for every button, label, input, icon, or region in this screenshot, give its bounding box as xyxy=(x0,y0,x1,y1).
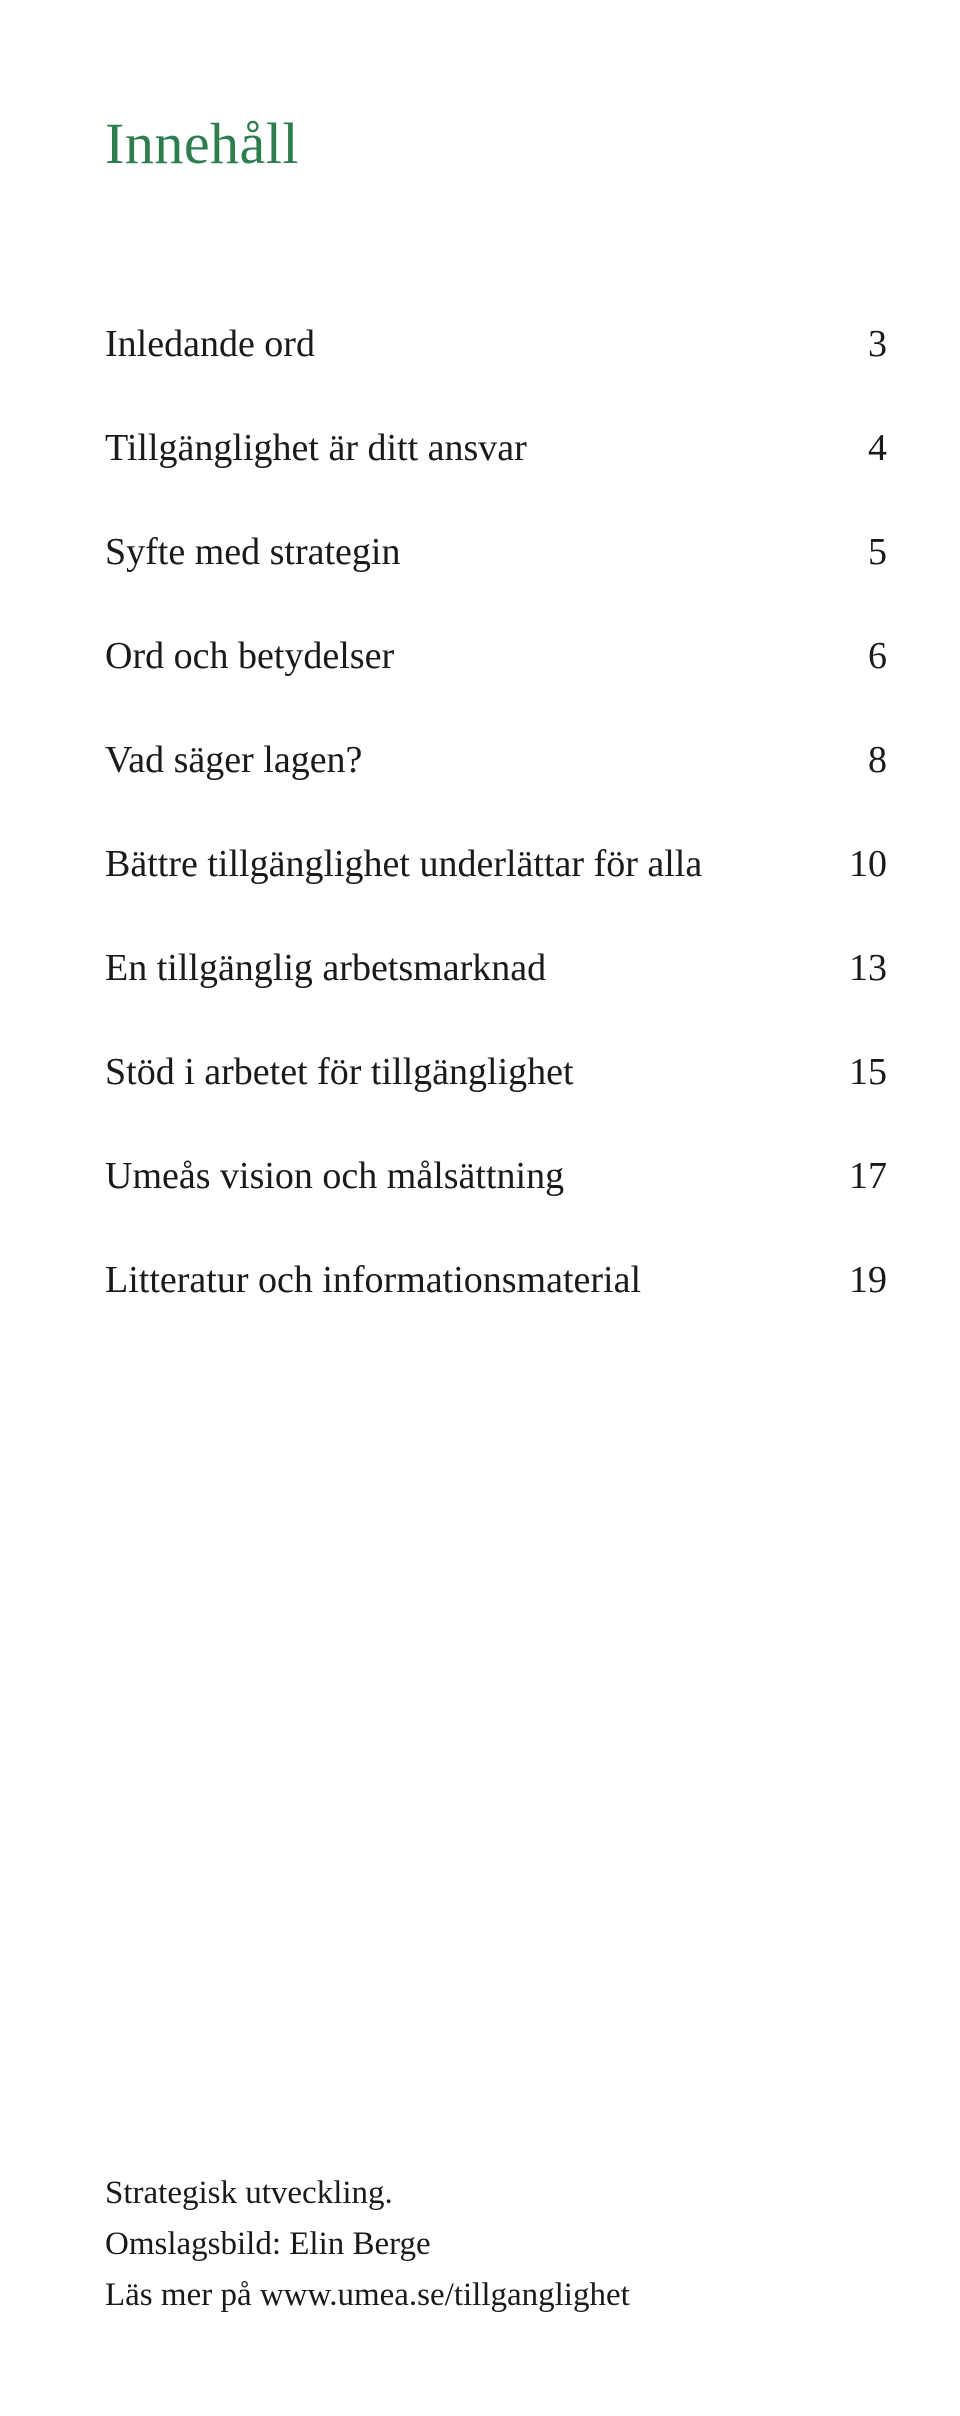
toc-row: Syfte med strategin 5 xyxy=(105,530,887,574)
toc-page-number: 3 xyxy=(817,322,887,366)
toc-row: Ord och betydelser 6 xyxy=(105,634,887,678)
toc-label: Vad säger lagen? xyxy=(105,738,817,782)
toc-row: Litteratur och informationsmaterial 19 xyxy=(105,1258,887,1302)
toc-label: Litteratur och informationsmaterial xyxy=(105,1258,817,1302)
toc-label: Inledande ord xyxy=(105,322,817,366)
toc-label: En tillgänglig arbetsmarknad xyxy=(105,946,817,990)
toc-page-number: 15 xyxy=(817,1050,887,1094)
toc-row: Bättre tillgänglighet underlättar för al… xyxy=(105,842,887,886)
toc-page-number: 8 xyxy=(817,738,887,782)
page-title: Innehåll xyxy=(105,110,890,177)
toc-row: Vad säger lagen? 8 xyxy=(105,738,887,782)
toc-label: Stöd i arbetet för tillgänglighet xyxy=(105,1050,817,1094)
toc-row: Stöd i arbetet för tillgänglighet 15 xyxy=(105,1050,887,1094)
table-of-contents: Inledande ord 3 Tillgänglighet är ditt a… xyxy=(105,322,887,1302)
footer-block: Strategisk utveckling. Omslagsbild: Elin… xyxy=(105,2168,630,2321)
toc-page-number: 5 xyxy=(817,530,887,574)
footer-line: Strategisk utveckling. xyxy=(105,2168,630,2219)
toc-page-number: 13 xyxy=(817,946,887,990)
toc-page-number: 10 xyxy=(817,842,887,886)
toc-page-number: 17 xyxy=(817,1154,887,1198)
toc-label: Syfte med strategin xyxy=(105,530,817,574)
toc-row: Inledande ord 3 xyxy=(105,322,887,366)
toc-label: Ord och betydelser xyxy=(105,634,817,678)
toc-page-number: 4 xyxy=(817,426,887,470)
toc-label: Bättre tillgänglighet underlättar för al… xyxy=(105,842,817,886)
footer-line: Läs mer på www.umea.se/tillganglighet xyxy=(105,2270,630,2321)
toc-page-number: 19 xyxy=(817,1258,887,1302)
toc-row: En tillgänglig arbetsmarknad 13 xyxy=(105,946,887,990)
footer-line: Omslagsbild: Elin Berge xyxy=(105,2219,630,2270)
toc-page-number: 6 xyxy=(817,634,887,678)
toc-row: Tillgänglighet är ditt ansvar 4 xyxy=(105,426,887,470)
toc-label: Umeås vision och målsättning xyxy=(105,1154,817,1198)
toc-row: Umeås vision och målsättning 17 xyxy=(105,1154,887,1198)
page-container: Innehåll Inledande ord 3 Tillgänglighet … xyxy=(0,0,960,2416)
toc-label: Tillgänglighet är ditt ansvar xyxy=(105,426,817,470)
